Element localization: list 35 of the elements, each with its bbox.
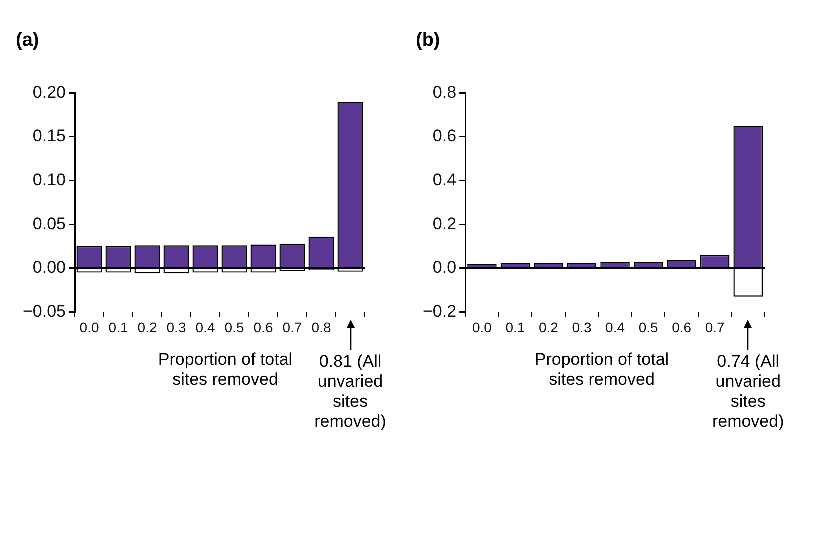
x-tick-label: 0.6 xyxy=(672,319,692,336)
y-tick-label: −0.2 xyxy=(423,302,457,321)
y-tick-label: 0.6 xyxy=(432,126,457,146)
text: 0.74 (All unvaried sites removed) xyxy=(711,352,786,432)
y-tick-label: 0.0 xyxy=(432,258,457,278)
y-tick-label: 0.05 xyxy=(32,214,66,234)
chart-title: (b) xyxy=(416,30,440,52)
x-tick-label: 0.8 xyxy=(312,319,332,336)
chart-title: (a) xyxy=(16,30,40,52)
x-tick-label: 0.4 xyxy=(606,319,626,336)
y-tick-label: 0.10 xyxy=(32,170,66,190)
y-tick-label: −0.05 xyxy=(23,302,66,321)
x-axis-title: Proportion of total sites removed xyxy=(534,350,670,390)
y-tick-label: 0.2 xyxy=(432,214,457,234)
x-tick-label: 0.1 xyxy=(108,319,128,336)
x-tick-label: 0.7 xyxy=(705,319,726,336)
x-tick-label: 0.3 xyxy=(572,319,592,336)
x-tick-label: 0.5 xyxy=(224,319,244,336)
y-tick-label: 0.00 xyxy=(32,258,66,278)
x-tick-label: 0.4 xyxy=(196,319,216,336)
text: 0.81 (All unvaried sites removed) xyxy=(314,352,388,432)
x-tick-label: 0.7 xyxy=(282,319,302,336)
x-tick-label: 0.2 xyxy=(138,319,158,336)
y-tick-label: 0.20 xyxy=(32,82,66,102)
x-tick-label: 0.2 xyxy=(539,319,559,336)
x-tick-label: 0.5 xyxy=(638,319,658,336)
x-tick-label: 0.3 xyxy=(166,319,186,336)
x-axis-title: Proportion of total sites removed xyxy=(157,350,294,390)
y-tick-label: 0.15 xyxy=(32,126,66,146)
x-tick-label: 0.0 xyxy=(80,319,100,336)
y-tick-label: 0.8 xyxy=(432,82,457,102)
y-tick-label: 0.4 xyxy=(432,170,457,190)
x-tick-label: 0.1 xyxy=(506,319,526,336)
x-tick-label: 0.0 xyxy=(472,319,492,336)
x-tick-label: 0.6 xyxy=(254,319,274,336)
